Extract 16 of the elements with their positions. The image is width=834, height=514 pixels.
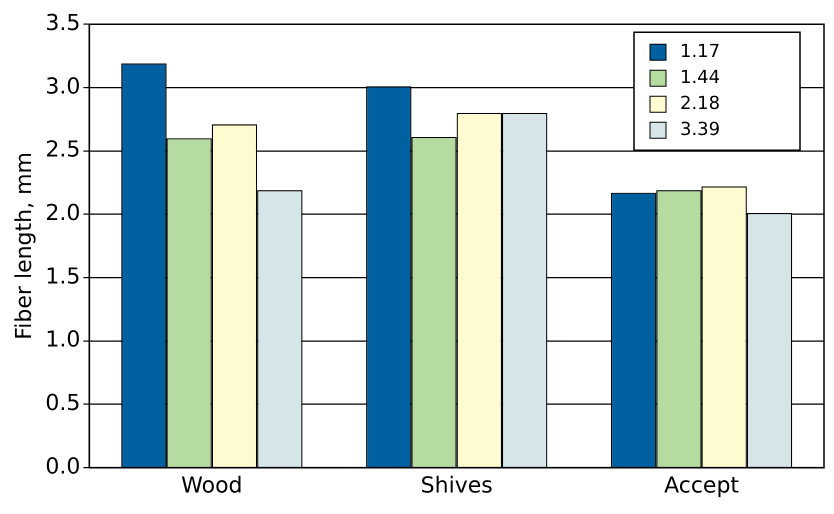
y-tick-label: 0.0 bbox=[45, 454, 80, 480]
y-tick-label: 1.5 bbox=[45, 264, 80, 290]
y-tick-label: 3.5 bbox=[45, 10, 80, 36]
legend-label: 3.39 bbox=[680, 118, 720, 140]
y-tick-label: 0.5 bbox=[45, 390, 80, 416]
legend-label: 1.17 bbox=[680, 40, 720, 62]
legend-label: 1.44 bbox=[680, 66, 720, 88]
y-tick-label: 1.0 bbox=[45, 328, 80, 353]
legend-label: 2.18 bbox=[680, 92, 720, 114]
x-tick-label: Shives bbox=[420, 474, 493, 499]
x-tick-label: Wood bbox=[181, 474, 242, 499]
y-axis-title: Fiber length, mm bbox=[12, 152, 37, 340]
x-tick-label: Accept bbox=[664, 474, 740, 499]
y-tick-label: 2.0 bbox=[45, 200, 80, 226]
y-tick-label: 3.0 bbox=[45, 74, 80, 100]
y-tick-label: 2.5 bbox=[45, 138, 80, 163]
